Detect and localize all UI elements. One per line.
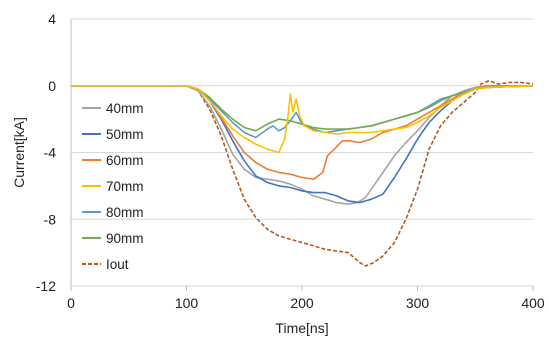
series-line-60mm xyxy=(71,85,533,180)
x-tick-label: 200 xyxy=(290,295,314,311)
y-axis-title: Current[kA] xyxy=(11,117,27,188)
legend-label: 50mm xyxy=(106,127,144,142)
legend-label: Iout xyxy=(106,257,129,272)
y-tick-label: -4 xyxy=(44,145,57,161)
y-tick-label: -12 xyxy=(36,278,56,294)
legend-label: 60mm xyxy=(106,153,144,168)
legend-label: 80mm xyxy=(106,205,144,220)
x-tick-label: 0 xyxy=(67,295,75,311)
axes: 0 100 200 300 400 4 0 -4 -8 -12 xyxy=(36,11,545,311)
series-lines xyxy=(71,79,534,267)
legend-label: 40mm xyxy=(106,101,144,116)
series-line-iout xyxy=(71,79,534,267)
x-tick-label: 300 xyxy=(406,295,430,311)
series-line-90mm xyxy=(71,85,534,132)
legend: 40mm 50mm 60mm 70mm 80mm 90mm Iout xyxy=(82,101,144,272)
x-axis-title: Time[ns] xyxy=(275,320,328,336)
y-tick-label: 0 xyxy=(48,78,56,94)
y-tick-label: -8 xyxy=(44,211,57,227)
y-tick-label: 4 xyxy=(48,11,56,27)
legend-label: 90mm xyxy=(106,231,144,246)
series-line-70mm xyxy=(71,85,534,154)
series-line-50mm xyxy=(71,85,534,204)
x-tick-label: 400 xyxy=(521,295,545,311)
series-line-80mm xyxy=(71,85,534,139)
legend-label: 70mm xyxy=(106,179,144,194)
x-tick-label: 100 xyxy=(175,295,199,311)
